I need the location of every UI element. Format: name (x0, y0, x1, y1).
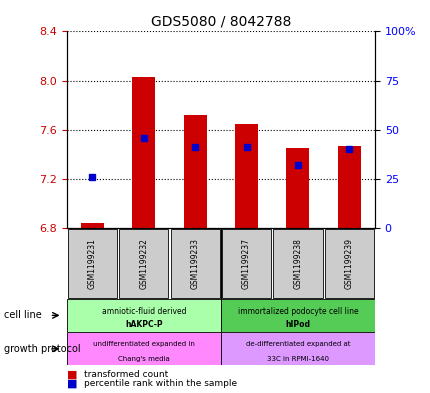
Text: hAKPC-P: hAKPC-P (125, 320, 162, 329)
Text: cell line: cell line (4, 310, 42, 320)
Bar (183, 115, 206, 228)
Text: Chang's media: Chang's media (118, 356, 169, 362)
Text: growth protocol: growth protocol (4, 344, 81, 354)
FancyBboxPatch shape (119, 229, 168, 298)
FancyBboxPatch shape (67, 299, 220, 332)
Bar (286, 148, 309, 228)
Text: GSM1199237: GSM1199237 (242, 238, 251, 289)
Text: GSM1199238: GSM1199238 (293, 238, 302, 289)
FancyBboxPatch shape (68, 229, 117, 298)
Text: ■: ■ (67, 369, 77, 380)
FancyBboxPatch shape (221, 229, 270, 298)
Text: transformed count: transformed count (84, 370, 168, 379)
Text: immortalized podocyte cell line: immortalized podocyte cell line (237, 307, 357, 316)
FancyBboxPatch shape (170, 229, 219, 298)
Text: undifferentiated expanded in: undifferentiated expanded in (93, 341, 194, 347)
Text: GSM1199232: GSM1199232 (139, 238, 148, 289)
Text: de-differentiated expanded at: de-differentiated expanded at (245, 341, 349, 347)
FancyBboxPatch shape (324, 229, 373, 298)
FancyBboxPatch shape (67, 332, 220, 365)
FancyBboxPatch shape (220, 332, 374, 365)
Text: GSM1199239: GSM1199239 (344, 238, 353, 289)
Text: ■: ■ (67, 378, 77, 388)
FancyBboxPatch shape (220, 299, 374, 332)
Bar (132, 77, 155, 228)
Bar (234, 123, 258, 228)
Text: percentile rank within the sample: percentile rank within the sample (84, 379, 236, 387)
Bar (337, 146, 360, 228)
Text: GSM1199231: GSM1199231 (88, 238, 97, 289)
FancyBboxPatch shape (273, 229, 322, 298)
Text: 33C in RPMI-1640: 33C in RPMI-1640 (266, 356, 328, 362)
Text: hIPod: hIPod (285, 320, 310, 329)
Text: amniotic-fluid derived: amniotic-fluid derived (101, 307, 186, 316)
Title: GDS5080 / 8042788: GDS5080 / 8042788 (150, 15, 290, 29)
Text: GSM1199233: GSM1199233 (190, 238, 199, 289)
Bar (81, 223, 104, 228)
